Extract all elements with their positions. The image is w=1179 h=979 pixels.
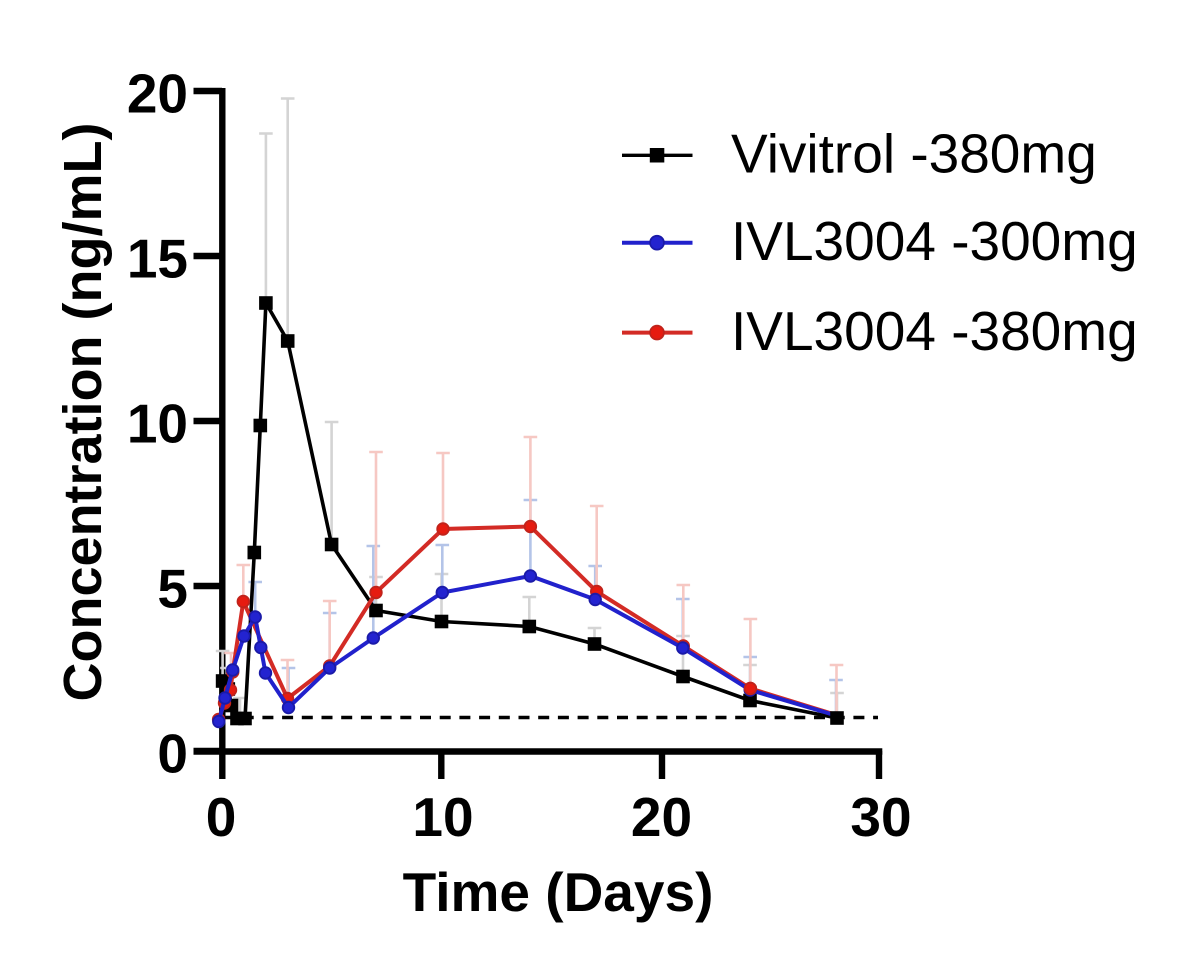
svg-text:IVL3004 -300mg: IVL3004 -300mg [731, 210, 1138, 272]
svg-text:IVL3004 -380mg: IVL3004 -380mg [731, 300, 1138, 362]
svg-text:Time (Days): Time (Days) [403, 861, 714, 923]
svg-text:Vivitrol -380mg: Vivitrol -380mg [731, 123, 1097, 185]
svg-text:15: 15 [127, 228, 188, 290]
svg-text:0: 0 [157, 723, 188, 785]
svg-text:10: 10 [412, 786, 473, 848]
svg-text:30: 30 [850, 786, 911, 848]
svg-text:10: 10 [127, 393, 188, 455]
svg-text:5: 5 [157, 558, 188, 620]
svg-text:Concentration (ng/mL): Concentration (ng/mL) [53, 123, 113, 702]
svg-text:20: 20 [631, 786, 692, 848]
svg-text:20: 20 [127, 63, 188, 125]
svg-text:0: 0 [206, 786, 237, 848]
